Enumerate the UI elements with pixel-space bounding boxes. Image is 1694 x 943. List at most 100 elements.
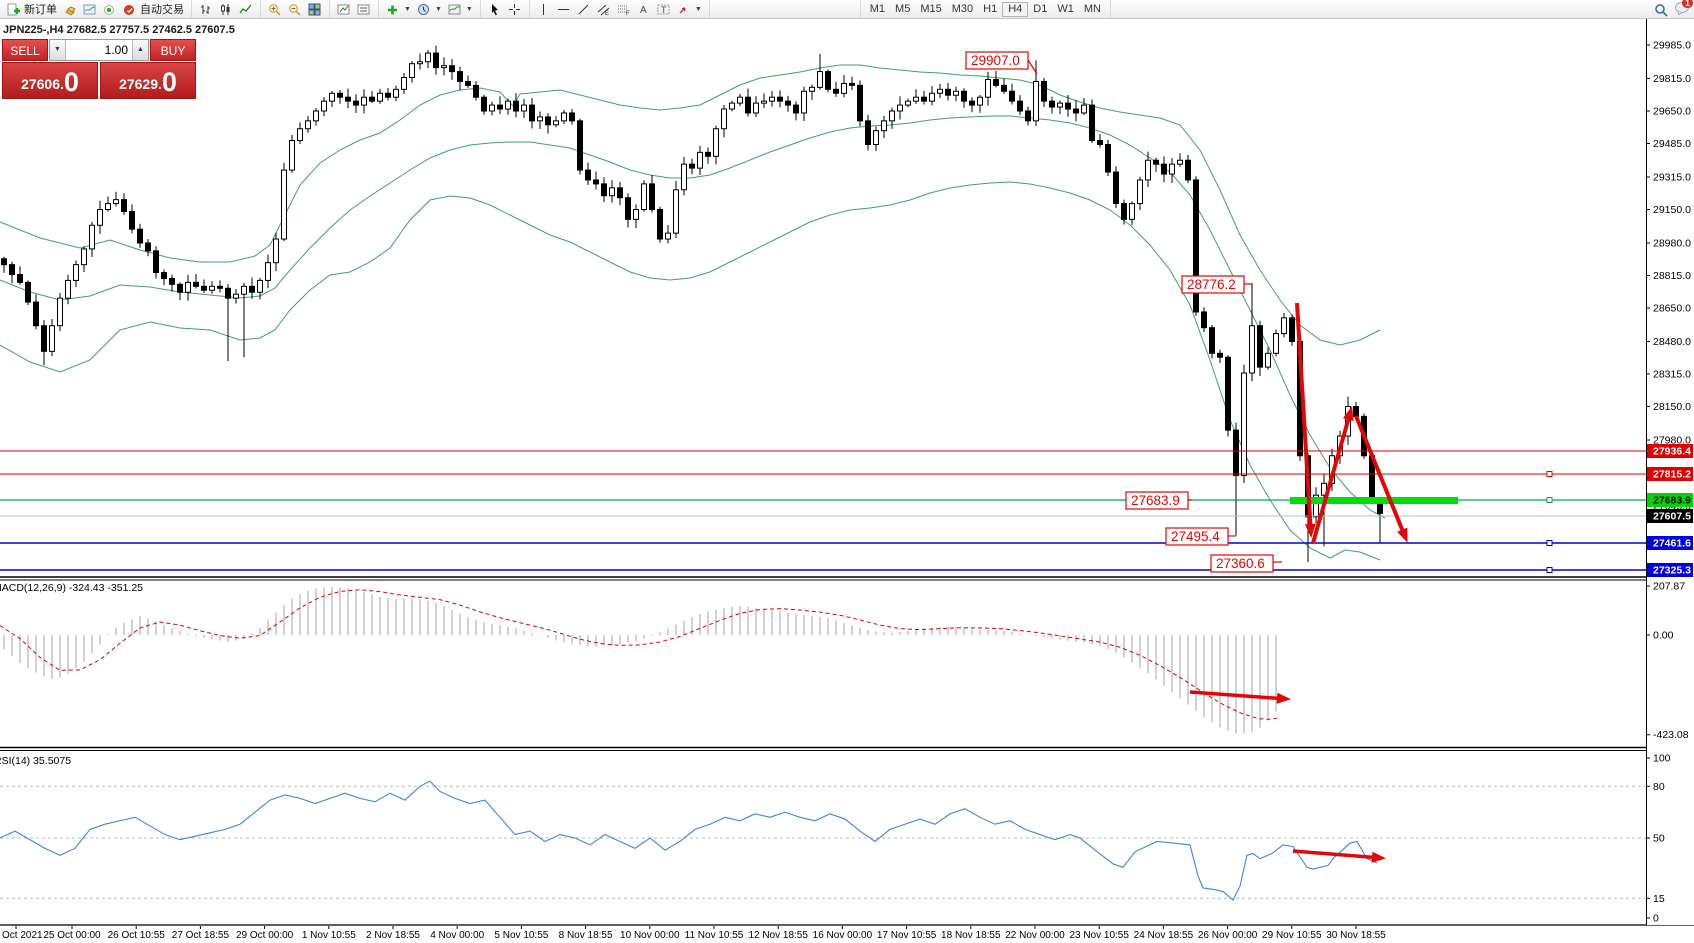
tile-windows-button[interactable] [305, 1, 325, 17]
arrow-objects-icon [677, 3, 691, 16]
volume-value[interactable]: 1.00 [104, 43, 128, 57]
tf-h1[interactable]: H1 [983, 2, 998, 15]
buy-button[interactable]: BUY [150, 39, 196, 61]
crosshair-button[interactable] [505, 1, 525, 17]
svg-text:29 Oct 00:00: 29 Oct 00:00 [236, 930, 294, 941]
horizontal-line-icon [557, 3, 571, 16]
svg-text:11 Nov 10:55: 11 Nov 10:55 [685, 930, 744, 941]
svg-text:16 Nov 00:00: 16 Nov 00:00 [813, 930, 873, 941]
indicator-list-icon [357, 3, 371, 16]
chat-button[interactable]: 1 [1674, 0, 1693, 18]
bid-price[interactable]: 27606. 0 [2, 62, 98, 99]
trendline-icon [577, 3, 591, 16]
ask-price[interactable]: 27629. 0 [100, 62, 196, 99]
chevron-down-icon: ▼ [694, 5, 702, 13]
add-indicator-button[interactable]: ▼ [383, 1, 414, 17]
svg-text:29985.0: 29985.0 [1653, 40, 1691, 52]
toolbar-group-zoom [261, 0, 330, 18]
svg-text:29315.0: 29315.0 [1653, 171, 1691, 183]
toolbar-group-timeframes: M1 M5 M15 M30 H1 H4 D1 W1 MN [859, 0, 1111, 18]
template-button[interactable]: ▼ [445, 1, 476, 17]
horizontal-line-button[interactable] [554, 1, 574, 17]
zoom-out-button[interactable] [285, 1, 305, 17]
indicator-window-button[interactable] [334, 1, 354, 17]
zoom-in-button[interactable] [265, 1, 285, 17]
vertical-line-button[interactable] [534, 1, 554, 17]
svg-text:15: 15 [1653, 893, 1665, 905]
toolbar-group-objects: E F A T ▼ [530, 0, 710, 18]
search-icon[interactable] [1654, 3, 1668, 17]
new-order-label: 新订单 [24, 4, 57, 16]
line-chart-button[interactable] [236, 1, 256, 17]
channel-button[interactable]: E [594, 1, 614, 17]
svg-text:29907.0: 29907.0 [971, 53, 1020, 68]
indicator-list-button[interactable] [354, 1, 374, 17]
tf-m30[interactable]: M30 [951, 2, 974, 15]
ask-price-main: 27629. [119, 76, 162, 92]
svg-text:28480.0: 28480.0 [1653, 336, 1691, 348]
svg-text:5 Nov 10:55: 5 Nov 10:55 [494, 930, 548, 941]
tf-h4[interactable]: H4 [1002, 1, 1029, 17]
tf-mn[interactable]: MN [1083, 2, 1101, 15]
svg-text:26 Oct 10:55: 26 Oct 10:55 [108, 930, 166, 941]
template-icon [448, 3, 462, 16]
svg-text:27607.5: 27607.5 [1653, 511, 1691, 523]
period-button[interactable]: ▼ [414, 1, 445, 17]
text-button[interactable]: A [634, 1, 654, 17]
rsi-pane: RSI(14) 35.5075 [0, 755, 1646, 901]
chevron-down-icon: ▼ [434, 5, 442, 13]
price-badge-27683.9 [1647, 493, 1693, 507]
rsi-line [0, 780, 1378, 901]
bar-chart-button[interactable] [196, 1, 216, 17]
tf-m1[interactable]: M1 [869, 2, 886, 15]
toolbar-right: 1 [1654, 0, 1694, 18]
fibonacci-button[interactable]: F [614, 1, 634, 17]
bollinger-upper [0, 64, 1381, 346]
label-button[interactable]: T [654, 1, 674, 17]
svg-text:28150.0: 28150.0 [1653, 401, 1691, 413]
svg-text:18 Nov 18:55: 18 Nov 18:55 [941, 930, 1001, 941]
equidistant-channel-icon: E [597, 3, 611, 17]
ask-price-big: 0 [161, 67, 177, 97]
svg-text:27683.9: 27683.9 [1131, 493, 1180, 508]
volume-stepper: ▼ 1.00 ▲ [49, 39, 149, 61]
tf-w1[interactable]: W1 [1057, 2, 1074, 15]
vertical-line-icon [537, 3, 551, 16]
svg-text:29485.0: 29485.0 [1653, 138, 1691, 150]
history-center-button[interactable] [60, 1, 80, 17]
svg-text:F: F [626, 11, 630, 16]
tf-m15[interactable]: M15 [920, 2, 942, 15]
volume-down-button[interactable]: ▼ [50, 40, 66, 60]
svg-text:27980.0: 27980.0 [1653, 434, 1691, 446]
bollinger-lower [0, 181, 1381, 561]
svg-text:Oct 2021: Oct 2021 [2, 930, 43, 941]
sell-button[interactable]: SELL [2, 39, 48, 61]
profiles-button[interactable] [80, 1, 100, 17]
main-toolbar: 新订单 自动交易 ▼ ▼ ▼ [0, 0, 1694, 19]
svg-text:30 Nov 18:55: 30 Nov 18:55 [1326, 930, 1386, 941]
cursor-button[interactable] [485, 1, 505, 17]
indicator-window-icon [337, 3, 351, 16]
svg-text:27 Oct 18:55: 27 Oct 18:55 [172, 930, 230, 941]
line-chart-icon [239, 3, 253, 16]
svg-text:A: A [640, 5, 647, 16]
candlestick-button[interactable] [216, 1, 236, 17]
bar-chart-icon [199, 3, 213, 16]
signals-button[interactable] [100, 1, 120, 17]
rsi-label: RSI(14) 35.5075 [0, 755, 71, 767]
tf-d1[interactable]: D1 [1033, 2, 1048, 15]
new-order-button[interactable]: 新订单 [4, 1, 60, 17]
autotrade-button[interactable]: 自动交易 [120, 1, 187, 17]
callout-27495.4 [1165, 527, 1229, 546]
svg-text:27461.6: 27461.6 [1653, 538, 1691, 550]
trendline-button[interactable] [574, 1, 594, 17]
toolbar-group-trade: 新订单 自动交易 [0, 0, 192, 18]
svg-text:2 Nov 18:55: 2 Nov 18:55 [366, 930, 420, 941]
arrows-button[interactable]: ▼ [674, 1, 705, 17]
svg-text:28650.0: 28650.0 [1653, 302, 1691, 314]
svg-text:28815.0: 28815.0 [1653, 270, 1691, 282]
callout-27683.9 [1125, 491, 1189, 510]
tf-m5[interactable]: M5 [895, 2, 911, 15]
volume-up-button[interactable]: ▲ [132, 40, 148, 60]
